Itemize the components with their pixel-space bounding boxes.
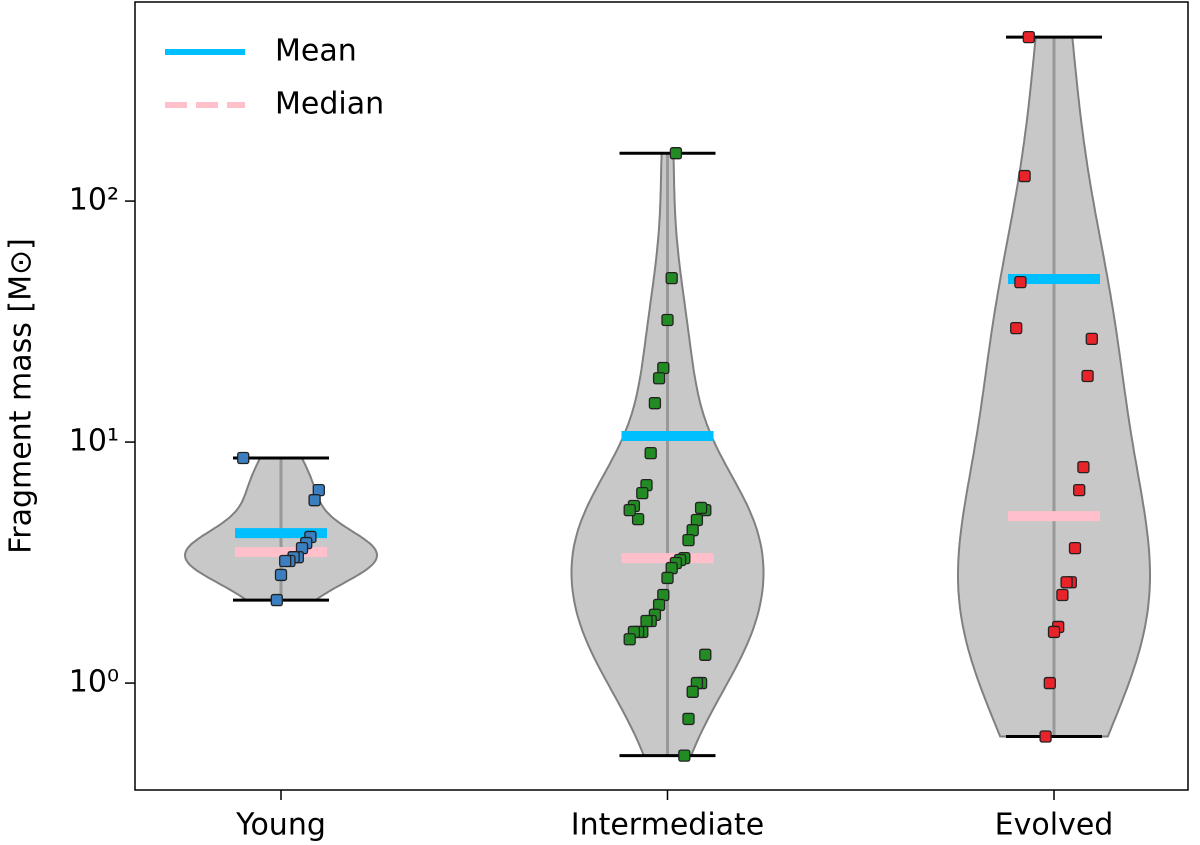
data-point (657, 361, 670, 375)
data-point (274, 568, 288, 582)
data-point (1018, 169, 1031, 183)
data-point (682, 533, 695, 547)
data-point (694, 501, 708, 515)
data-point (665, 271, 678, 285)
data-point (686, 685, 699, 698)
y-axis-label: Fragment mass [M⊙] (4, 238, 39, 554)
x-tick-label: Intermediate (571, 808, 765, 843)
data-point (636, 486, 649, 500)
x-tick-label: Young (235, 808, 326, 843)
legend-label: Mean (275, 34, 357, 69)
data-point (1077, 460, 1090, 474)
data-point (1068, 541, 1082, 555)
x-tick-label: Evolved (995, 808, 1114, 843)
data-point (661, 313, 674, 327)
y-tick-label: 10⁰ (69, 665, 119, 700)
data-point (1081, 369, 1094, 383)
data-point (279, 554, 292, 568)
y-tick-label: 10¹ (69, 424, 119, 459)
data-point (682, 712, 695, 726)
data-point (678, 749, 691, 762)
data-point (652, 372, 666, 385)
data-point (661, 571, 674, 585)
data-point (1047, 625, 1061, 639)
data-point (1043, 676, 1056, 690)
data-point (312, 483, 325, 497)
data-point (237, 451, 250, 465)
data-point (1010, 321, 1023, 335)
data-point (308, 494, 321, 507)
data-point (623, 633, 636, 646)
data-point (1014, 275, 1027, 289)
data-point (648, 397, 662, 410)
data-point (623, 503, 636, 517)
data-point (1039, 730, 1052, 743)
plot-frame (134, 1, 1189, 791)
data-point (270, 593, 283, 607)
data-point (1085, 332, 1098, 346)
data-point (669, 147, 683, 160)
data-point (644, 446, 657, 460)
data-point (699, 648, 712, 661)
data-point (690, 513, 704, 527)
legend-label: Median (275, 87, 384, 122)
data-point (1022, 30, 1035, 44)
data-point (1073, 483, 1086, 497)
data-point (1060, 576, 1073, 589)
data-point (640, 614, 653, 628)
data-point (1056, 588, 1069, 602)
data-point (631, 512, 645, 526)
y-tick-label: 10² (69, 183, 119, 218)
